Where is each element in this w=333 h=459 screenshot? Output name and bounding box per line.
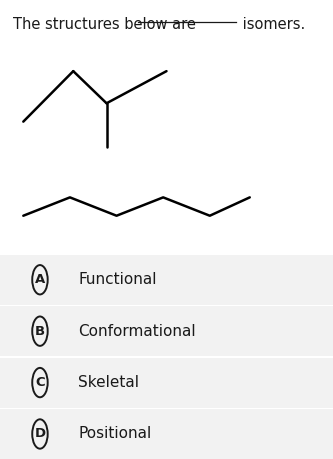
Text: A: A	[35, 273, 45, 286]
Text: B: B	[35, 325, 45, 338]
Text: C: C	[35, 376, 45, 389]
Text: Positional: Positional	[78, 426, 152, 442]
FancyBboxPatch shape	[0, 358, 333, 408]
FancyBboxPatch shape	[0, 306, 333, 356]
Text: Skeletal: Skeletal	[78, 375, 139, 390]
Text: The structures below are: The structures below are	[13, 17, 201, 33]
Text: Functional: Functional	[78, 272, 157, 287]
Text: Conformational: Conformational	[78, 324, 196, 339]
Text: isomers.: isomers.	[238, 17, 305, 33]
Text: D: D	[34, 427, 46, 441]
FancyBboxPatch shape	[0, 409, 333, 459]
FancyBboxPatch shape	[0, 255, 333, 305]
